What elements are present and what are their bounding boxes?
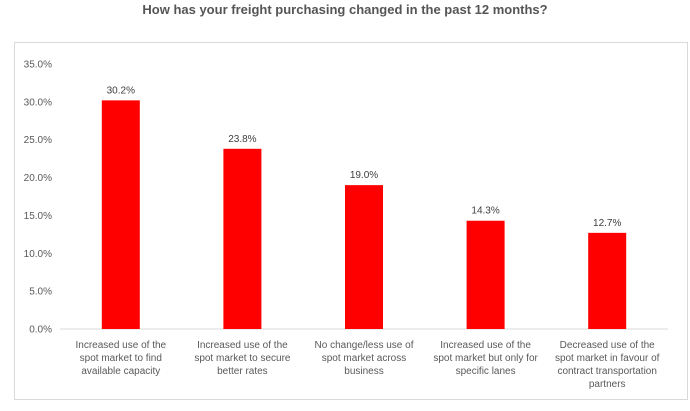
category-label: No change/less use of spot market across… [314,340,414,377]
bar [588,232,627,329]
data-label: 12.7% [593,218,621,229]
bar [345,185,383,329]
bar [101,100,140,329]
y-tick-label: 5.0% [29,287,52,298]
y-tick-label: 25.0% [24,135,52,146]
data-label: 30.2% [107,85,135,96]
y-tick-label: 20.0% [24,173,52,184]
y-tick-label: 35.0% [24,60,52,71]
data-label: 14.3% [471,206,499,217]
category-label: Decreased use of the spot market in favo… [554,340,660,390]
bar [466,220,505,329]
y-tick-label: 10.0% [24,249,52,260]
data-label: 19.0% [350,170,378,181]
data-label: 23.8% [228,134,256,145]
chart-title: How has your freight purchasing changed … [142,2,548,17]
y-tick-label: 15.0% [24,211,52,222]
y-tick-label: 30.0% [24,97,52,108]
bar [223,148,262,329]
category-label: Increased use of the spot market to secu… [194,340,291,377]
category-label: Increased use of the spot market but onl… [433,340,538,377]
y-tick-label: 0.0% [29,325,52,336]
category-label: Increased use of the spot market to find… [75,340,167,377]
